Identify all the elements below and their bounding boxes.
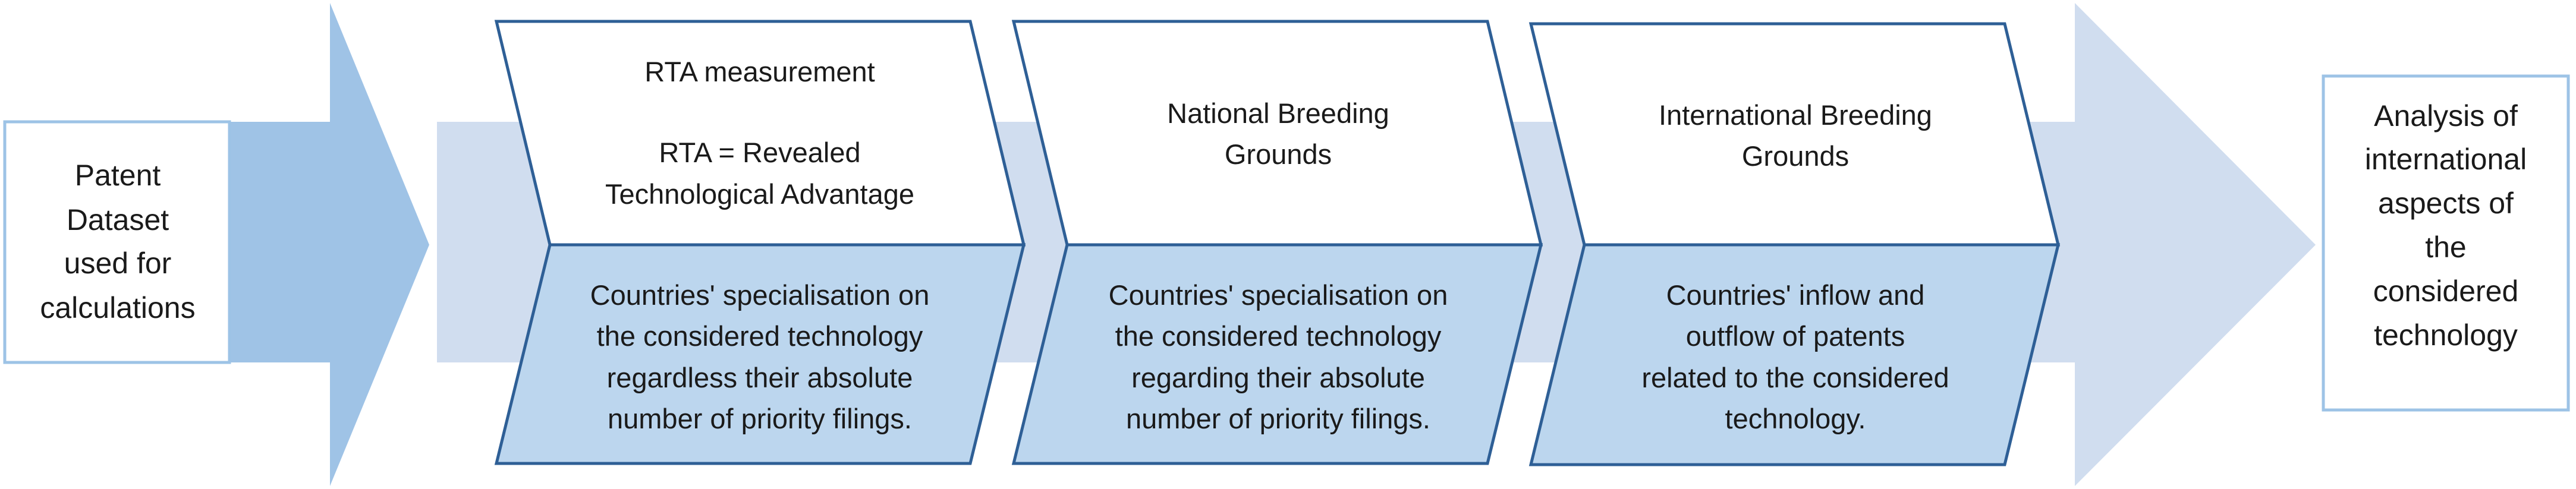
stage-body-line: regarding their absolute bbox=[1131, 362, 1425, 393]
input-line: Dataset bbox=[67, 203, 169, 236]
stage-body-line: Countries' inflow and bbox=[1666, 279, 1925, 311]
stage-body-line: the considered technology bbox=[597, 320, 923, 352]
stage-header-line: RTA = Revealed bbox=[659, 137, 860, 168]
input-line: calculations bbox=[40, 291, 195, 324]
stage-international-header bbox=[1531, 24, 2058, 245]
stage-body-line: Countries' specialisation on bbox=[590, 279, 930, 311]
output-line: the bbox=[2425, 231, 2467, 264]
stage-header-line: RTA measurement bbox=[644, 56, 875, 87]
stage-header-line: Grounds bbox=[1742, 140, 1849, 172]
output-line: aspects of bbox=[2378, 187, 2514, 220]
stage-header-line: Grounds bbox=[1225, 138, 1332, 170]
output-line: technology bbox=[2374, 318, 2518, 352]
stage-rta: RTA measurement RTA = Revealed Technolog… bbox=[496, 21, 1024, 463]
output-line: international bbox=[2365, 143, 2527, 176]
stage-header-line: International Breeding bbox=[1659, 99, 1932, 131]
stage-body-line: the considered technology bbox=[1115, 320, 1442, 352]
input-line: Patent bbox=[75, 159, 161, 192]
stage-international: International Breeding Grounds Countries… bbox=[1531, 24, 2058, 465]
input-line: used for bbox=[64, 247, 172, 280]
output-line: Analysis of bbox=[2374, 99, 2518, 132]
input-box bbox=[5, 122, 229, 362]
stage-body-line: outflow of patents bbox=[1686, 320, 1905, 352]
stage-body-line: number of priority filings. bbox=[608, 403, 912, 434]
stage-rta-header bbox=[496, 21, 1024, 245]
input-arrow-dark bbox=[229, 3, 429, 486]
stage-body-line: Countries' specialisation on bbox=[1109, 279, 1448, 311]
output-line: considered bbox=[2373, 275, 2519, 308]
stage-body-line: number of priority filings. bbox=[1126, 403, 1430, 434]
stage-body-line: technology. bbox=[1725, 403, 1866, 434]
stage-national: National Breeding Grounds Countries' spe… bbox=[1014, 21, 1541, 463]
stage-body-line: related to the considered bbox=[1641, 362, 1949, 393]
stage-national-header bbox=[1014, 21, 1541, 245]
stage-header-line: National Breeding bbox=[1167, 97, 1389, 129]
stage-body-line: regardless their absolute bbox=[607, 362, 913, 393]
stage-header-line: Technological Advantage bbox=[605, 178, 914, 210]
